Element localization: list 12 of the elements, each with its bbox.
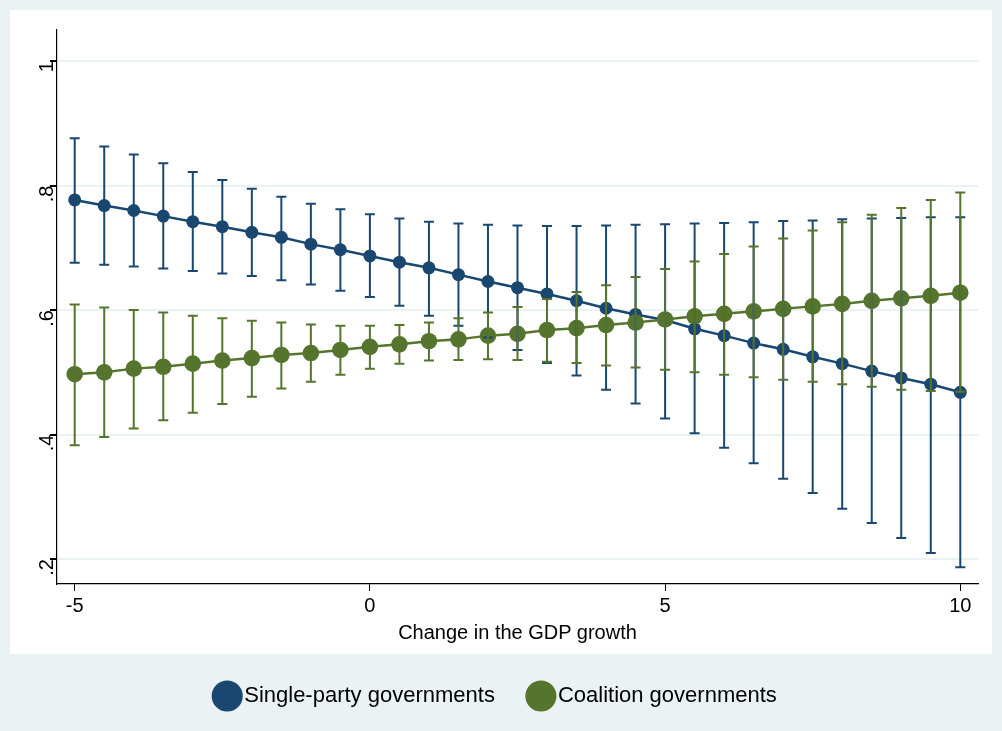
y-tick-label: .2 <box>34 559 57 576</box>
x-tick-label: 0 <box>364 593 376 616</box>
y-tick-label: .4 <box>34 434 57 452</box>
y-tick-label: .8 <box>34 185 57 203</box>
x-tick-label: -5 <box>65 593 84 616</box>
y-tick-label: 1 <box>34 61 57 73</box>
x-tick-label: 10 <box>949 593 972 616</box>
x-tick-label: 5 <box>659 593 671 616</box>
y-tick-label: .6 <box>34 310 57 327</box>
legend-label: Coalition governments <box>557 682 777 708</box>
x-axis-title: Change in the GDP growth <box>398 620 637 643</box>
legend-label: Single-party governments <box>244 682 495 708</box>
